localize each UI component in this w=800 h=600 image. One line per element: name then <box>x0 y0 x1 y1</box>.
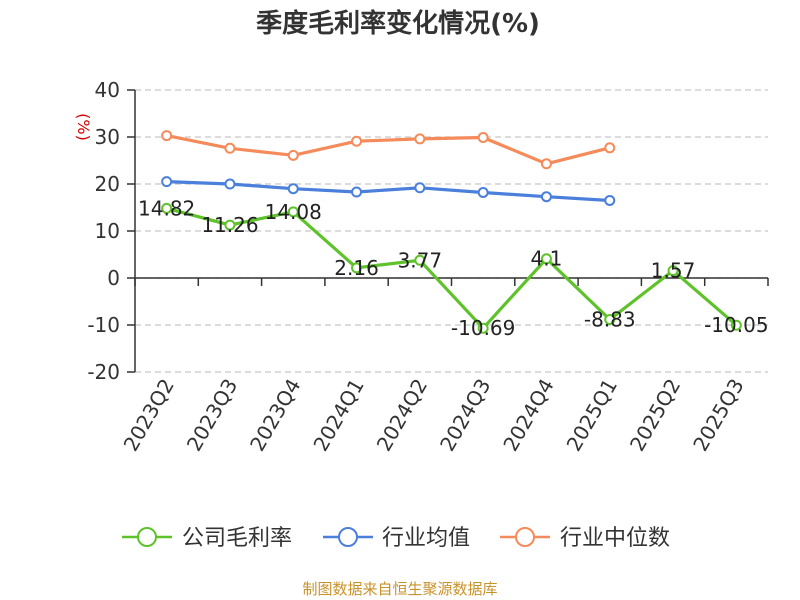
x-tick-label: 2024Q4 <box>498 375 558 456</box>
x-tick-label: 2023Q2 <box>119 375 179 456</box>
legend-item: 行业中位数 <box>500 526 670 551</box>
series-line <box>166 180 610 203</box>
data-point <box>287 149 299 161</box>
y-tick-label: -10 <box>87 313 120 337</box>
legend-label: 行业均值 <box>382 526 470 551</box>
data-point <box>730 319 742 331</box>
y-tick-label: -20 <box>87 360 120 384</box>
data-label: 2.16 <box>334 256 379 280</box>
data-label: -10.69 <box>451 316 515 340</box>
legend-marker <box>137 527 157 547</box>
data-point <box>224 219 236 231</box>
legend-marker <box>338 527 358 547</box>
data-point <box>604 314 616 326</box>
data-point <box>540 158 552 170</box>
y-tick-label: 10 <box>95 219 120 243</box>
data-point <box>287 183 299 195</box>
data-point <box>224 142 236 154</box>
data-label: 14.82 <box>138 196 195 220</box>
data-label: -8.83 <box>584 308 636 332</box>
data-point <box>667 265 679 277</box>
x-tick-label: 2023Q4 <box>245 375 305 456</box>
chart-title: 季度毛利率变化情况(%) <box>256 8 540 39</box>
data-label: -10.05 <box>704 313 768 337</box>
x-tick-label: 2023Q3 <box>182 375 242 456</box>
x-tick-label: 2024Q1 <box>308 375 368 456</box>
data-point <box>351 262 363 274</box>
series-3 <box>161 130 616 170</box>
source-note: 制图数据来自恒生聚源数据库 <box>302 580 497 598</box>
data-point <box>477 322 489 334</box>
y-tick-label: 40 <box>95 78 120 102</box>
y-axis-unit-label: (%) <box>74 113 93 141</box>
legend-label: 公司毛利率 <box>182 526 292 551</box>
data-point <box>477 131 489 143</box>
data-label: 3.77 <box>398 248 443 272</box>
data-point <box>604 194 616 206</box>
data-point <box>540 253 552 265</box>
legend-item: 行业均值 <box>323 526 470 551</box>
data-point <box>414 133 426 145</box>
y-tick-label: 30 <box>95 125 120 149</box>
data-point <box>540 191 552 203</box>
series-line <box>166 134 611 166</box>
data-point <box>414 254 426 266</box>
data-point <box>287 206 299 218</box>
series-2 <box>161 176 616 206</box>
x-tick-label: 2025Q2 <box>625 375 685 456</box>
data-point <box>414 182 426 194</box>
y-tick-label: 0 <box>107 266 120 290</box>
series-line <box>166 206 738 330</box>
x-tick-label: 2024Q3 <box>435 375 495 456</box>
data-label: 1.57 <box>651 259 696 283</box>
data-label: 4.1 <box>531 247 563 271</box>
series-layer <box>161 130 742 334</box>
data-label: 14.08 <box>265 200 322 224</box>
data-label: 11.26 <box>201 213 258 237</box>
x-tick-label: 2024Q2 <box>372 375 432 456</box>
legend-marker <box>515 527 535 547</box>
data-point <box>351 186 363 198</box>
legend: 公司毛利率 行业均值 行业中位数 <box>122 526 670 551</box>
data-point <box>604 142 616 154</box>
legend-item: 公司毛利率 <box>122 526 292 551</box>
x-tick-label: 2025Q1 <box>562 375 622 456</box>
series-1 <box>161 202 742 334</box>
data-point <box>477 186 489 198</box>
data-point <box>224 178 236 190</box>
data-point <box>161 130 173 142</box>
x-tick-label: 2025Q3 <box>688 375 748 456</box>
data-point <box>161 176 173 188</box>
legend-label: 行业中位数 <box>560 526 670 551</box>
data-point <box>161 202 173 214</box>
data-point <box>351 135 363 147</box>
y-tick-label: 20 <box>95 172 120 196</box>
